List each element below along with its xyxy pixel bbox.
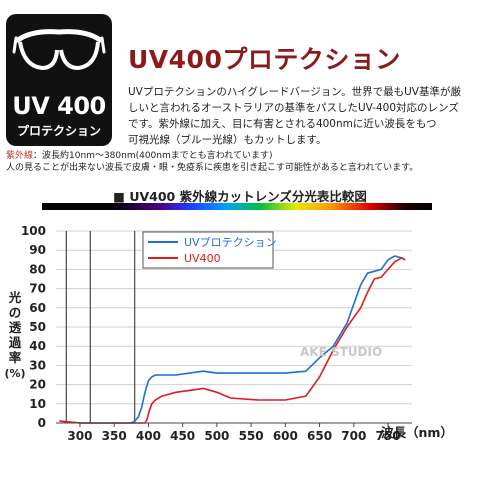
y-label-char: 率 <box>9 350 22 365</box>
series-line-uv400 <box>59 257 406 424</box>
y-tick-label: 20 <box>29 378 46 392</box>
y-label-char: の <box>9 305 22 320</box>
badge-protection-label: プロテクション <box>16 124 101 138</box>
x-tick-label: 550 <box>239 429 264 443</box>
x-tick-label: 350 <box>102 429 127 443</box>
legend-label-uv400: UV400 <box>184 252 221 265</box>
x-tick-label: 750 <box>376 429 401 443</box>
y-label-char: 光 <box>8 290 22 305</box>
transmittance-chart: 0 10 20 30 40 50 60 70 80 90 100 300 350 400 450 500 55… <box>4 224 453 443</box>
uv-range-lines <box>65 231 136 423</box>
x-axis-label: 波長（nm） <box>381 425 453 440</box>
sunglasses-icon <box>12 29 106 71</box>
uv-definition-key: 紫外線 <box>6 151 34 161</box>
x-tick-label: 600 <box>273 429 298 443</box>
spectrum-color-bar <box>42 203 432 210</box>
y-tick-labels: 0 10 20 30 40 50 60 70 80 90 100 <box>21 224 46 430</box>
page-title: UV400プロテクション <box>128 45 401 74</box>
x-tick-label: 650 <box>307 429 332 443</box>
uv-definition: 紫外線：波長約10nm〜380nm(400nmまでとも言われています) 人の見る… <box>6 150 476 174</box>
y-tick-label: 100 <box>21 224 46 238</box>
description-line-4: 可視光線（ブルー光線）もカットします。 <box>128 134 327 146</box>
x-tick-label: 300 <box>67 429 92 443</box>
uv400-protection-badge: UV 400 プロテクション <box>6 14 112 146</box>
x-tick-label: 450 <box>170 429 195 443</box>
y-label-char: 透 <box>9 320 22 335</box>
y-tick-label: 80 <box>29 262 46 276</box>
y-tick-label: 0 <box>38 416 46 430</box>
y-tick-label: 10 <box>29 397 46 411</box>
x-tick-label: 400 <box>136 429 161 443</box>
axes <box>56 422 412 427</box>
series-lines <box>59 255 406 424</box>
uv-definition-note: 人の見ることが出来ない波長で皮膚・眼・免疫系に疾患を引き起こす可能性があると言わ… <box>6 163 419 173</box>
watermark-logo: AKE STUDIO <box>300 345 382 359</box>
y-label-unit: (%) <box>4 367 25 380</box>
y-tick-label: 90 <box>29 243 46 257</box>
y-label-char: 過 <box>8 335 22 350</box>
x-tick-labels: 300 350 400 450 500 550 600 650 700 750 <box>67 429 400 443</box>
chart-title: ■ UV400 紫外線カットレンズ分光表比較図 <box>113 189 367 204</box>
legend-label-uv-protection: UVプロテクション <box>184 236 277 249</box>
uv-definition-value: ：波長約10nm〜380nm(400nmまでとも言われています) <box>33 151 273 161</box>
x-tick-label: 700 <box>341 429 366 443</box>
legend-box <box>142 231 274 269</box>
y-tick-label: 50 <box>29 320 46 334</box>
description-line-2: しいと言われるオーストラリアの基準をパスしたUV-400対応のレンズ <box>128 102 459 114</box>
x-tick-label: 500 <box>204 429 229 443</box>
description-line-3: です。紫外線に加え、目に有害とされる400nmに近い波長をもつ <box>128 118 437 130</box>
y-tick-label: 70 <box>29 282 46 296</box>
series-line-uv-protection <box>59 255 406 424</box>
y-tick-label: 30 <box>29 358 46 372</box>
description-line-1: UVプロテクションのハイグレードバージョン。世界で最もUV基準が厳 <box>128 86 461 98</box>
y-tick-label: 60 <box>29 301 46 315</box>
legend: UVプロテクション UV400 <box>142 231 277 269</box>
y-tick-label: 40 <box>29 339 46 353</box>
y-axis-label: 光 の 透 過 率 (%) <box>4 290 25 380</box>
badge-uv400-label: UV 400 <box>12 92 106 120</box>
